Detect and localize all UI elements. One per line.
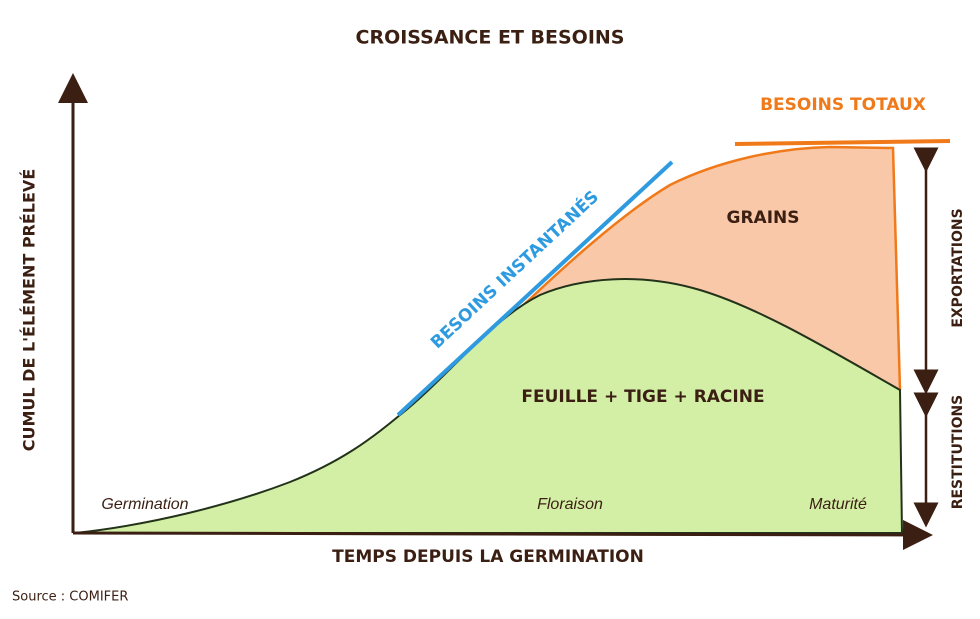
- stage-label: Germination: [101, 496, 188, 513]
- exportations-label: EXPORTATIONS: [950, 208, 966, 327]
- title: CROISSANCE ET BESOINS: [356, 27, 625, 49]
- y-axis-label: CUMUL DE L'ÉLÉMENT PRÉLEVÉ: [20, 169, 39, 451]
- stage-label: Floraison: [537, 496, 603, 513]
- besoins-totaux-label: BESOINS TOTAUX: [760, 95, 926, 115]
- source: Source : COMIFER: [12, 590, 128, 605]
- grains-outline: [509, 145, 902, 391]
- vegetative-label: FEUILLE + TIGE + RACINE: [521, 387, 764, 407]
- restitutions-label: RESTITUTIONS: [950, 395, 966, 510]
- x-axis: [72, 519, 933, 550]
- besoins-totaux-line: [734, 139, 951, 146]
- grains-label: GRAINS: [727, 208, 800, 228]
- x-axis-label: TEMPS DEPUIS LA GERMINATION: [332, 547, 644, 567]
- besoins-instantanes-line: [396, 160, 674, 417]
- stage-label: Maturité: [809, 496, 867, 513]
